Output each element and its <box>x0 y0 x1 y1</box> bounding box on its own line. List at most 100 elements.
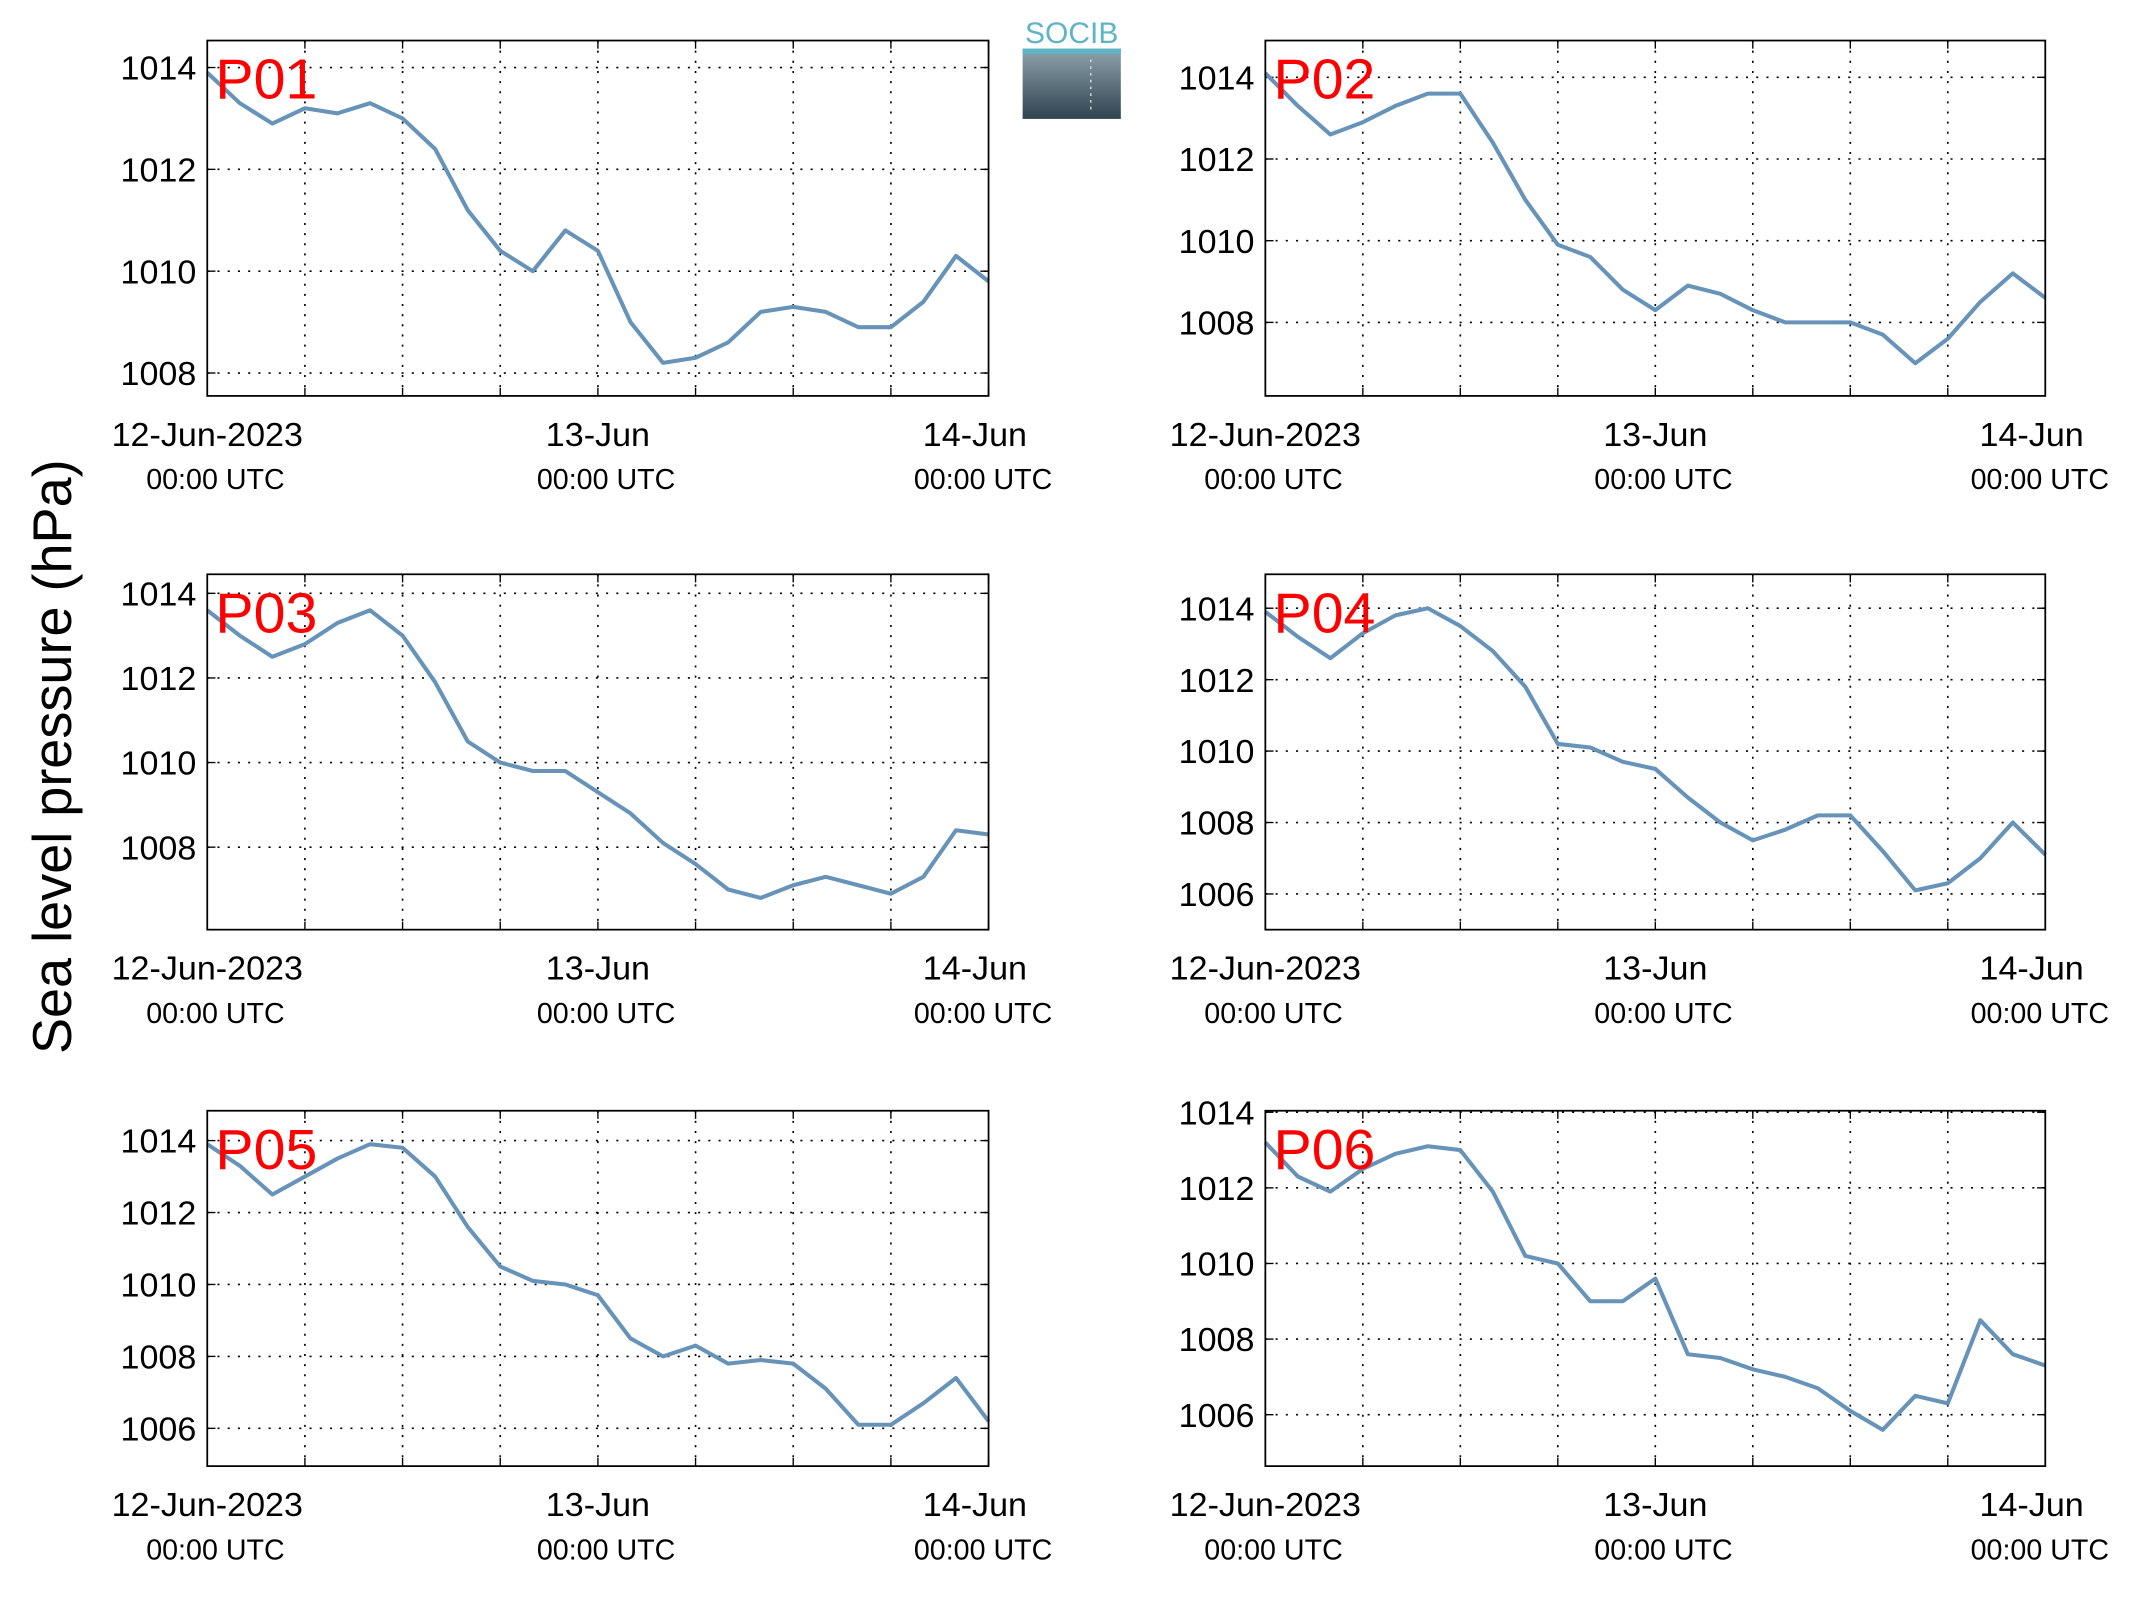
logo-band <box>1022 48 1121 55</box>
line <box>205 71 990 365</box>
x-tick-label: 13-Jun <box>546 416 650 454</box>
x-tick-sublabel: 00:00 UTC <box>1971 1534 2109 1566</box>
x-tick-label: 14-Jun <box>1980 1486 2084 1524</box>
plot-area <box>207 574 989 930</box>
x-tick-sublabel: 00:00 UTC <box>1204 998 1342 1030</box>
x-tick-sublabel: 00:00 UTC <box>1204 464 1342 496</box>
y-tick-label: 1014 <box>121 50 197 88</box>
x-tick-label: 13-Jun <box>546 1486 650 1524</box>
plot-frame <box>1264 39 2047 397</box>
y-tick-label: 1014 <box>1179 591 1255 629</box>
line <box>1263 1141 2046 1432</box>
x-tick-sublabel: 00:00 UTC <box>1594 464 1732 496</box>
y-tick-label: 1010 <box>1179 1246 1255 1284</box>
y-tick-label: 1012 <box>121 660 197 698</box>
x-tick-label: 12-Jun-2023 <box>112 950 303 988</box>
plot-area <box>207 40 989 396</box>
line <box>1264 606 2047 893</box>
plot-area <box>1265 1110 2046 1467</box>
y-tick-label: 1012 <box>1179 1170 1255 1208</box>
y-tick-label: 1008 <box>121 1339 197 1377</box>
x-tick-label: 14-Jun <box>923 950 1027 988</box>
plot-frame <box>1264 573 2047 931</box>
subplot: 1008 1010 1012 1014 12-Jun-2023 00:00 UTC 13-J… <box>1170 39 2109 496</box>
x-tick-sublabel: 00:00 UTC <box>1204 1534 1342 1566</box>
logo-text: SOCIB <box>1025 17 1118 50</box>
y-tick-label: 1014 <box>121 576 197 614</box>
x-tick-sublabel: 00:00 UTC <box>146 464 284 496</box>
plot-area <box>1265 574 2046 930</box>
subplot: 1006 1008 1010 1012 1014 12-Jun-2023 00:00 UTC… <box>1170 1095 2109 1567</box>
line <box>1263 71 2047 366</box>
x-tick-sublabel: 00:00 UTC <box>146 998 284 1030</box>
panel-label: P03 <box>215 582 317 646</box>
x-tick-label: 14-Jun <box>923 416 1027 454</box>
plot-area <box>207 1110 989 1467</box>
x-tick-label: 12-Jun-2023 <box>112 1486 303 1524</box>
x-tick-sublabel: 00:00 UTC <box>914 464 1052 496</box>
subplot: 1008 1010 1012 1014 12-Jun-2023 00:00 UTC 13-J… <box>112 39 1052 496</box>
y-tick-label: 1008 <box>1179 805 1255 843</box>
y-tick-label: 1010 <box>121 1267 197 1305</box>
x-tick-label: 13-Jun <box>1603 416 1707 454</box>
y-tick-label: 1006 <box>1179 876 1255 914</box>
subplot: 1006 1008 1010 1012 1014 12-Jun-2023 00:00 UTC… <box>1170 573 2109 1030</box>
y-tick-label: 1006 <box>121 1411 197 1449</box>
x-tick-label: 12-Jun-2023 <box>1170 950 1361 988</box>
panel-label: P04 <box>1274 582 1376 646</box>
plot-frame <box>206 1109 990 1467</box>
x-tick-sublabel: 00:00 UTC <box>1594 1534 1732 1566</box>
y-tick-label: 1014 <box>121 1123 197 1161</box>
x-tick-sublabel: 00:00 UTC <box>1594 998 1732 1030</box>
y-tick-label: 1012 <box>121 1195 197 1233</box>
y-tick-label: 1008 <box>121 829 197 867</box>
x-tick-sublabel: 00:00 UTC <box>537 998 675 1030</box>
line <box>206 1142 991 1427</box>
x-tick-sublabel: 00:00 UTC <box>1971 464 2109 496</box>
x-tick-sublabel: 00:00 UTC <box>537 1534 675 1566</box>
y-tick-label: 1014 <box>1179 60 1255 98</box>
x-tick-sublabel: 00:00 UTC <box>914 1534 1052 1566</box>
x-tick-sublabel: 00:00 UTC <box>537 464 675 496</box>
x-tick-label: 13-Jun <box>546 950 650 988</box>
subplot: 1008 1010 1012 1014 12-Jun-2023 00:00 UTC 13-J… <box>112 573 1052 1030</box>
x-tick-label: 12-Jun-2023 <box>112 416 303 454</box>
panel-label: P02 <box>1274 48 1376 112</box>
plot-area <box>1265 40 2046 396</box>
x-tick-label: 13-Jun <box>1603 950 1707 988</box>
y-tick-label: 1008 <box>1179 1321 1255 1359</box>
plot-frame <box>1264 1109 2047 1467</box>
y-tick-label: 1012 <box>121 152 197 190</box>
x-tick-label: 12-Jun-2023 <box>1170 416 1361 454</box>
y-tick-label: 1010 <box>1179 223 1255 261</box>
y-tick-label: 1010 <box>121 253 197 291</box>
y-tick-label: 1008 <box>1179 305 1255 343</box>
y-tick-label: 1008 <box>121 355 197 393</box>
y-tick-label: 1010 <box>1179 733 1255 771</box>
y-tick-label: 1012 <box>1179 662 1255 700</box>
plot-frame <box>206 39 990 397</box>
x-tick-label: 14-Jun <box>1980 950 2084 988</box>
y-tick-label: 1010 <box>121 745 197 783</box>
x-tick-label: 13-Jun <box>1603 1486 1707 1524</box>
logo-image <box>1022 48 1121 119</box>
x-tick-label: 12-Jun-2023 <box>1170 1486 1361 1524</box>
y-axis-label: Sea level pressure (hPa) <box>22 459 83 1054</box>
x-tick-sublabel: 00:00 UTC <box>914 998 1052 1030</box>
panel-label: P01 <box>215 48 317 112</box>
x-tick-label: 14-Jun <box>923 1486 1027 1524</box>
panel-label: P06 <box>1274 1118 1376 1182</box>
x-tick-sublabel: 00:00 UTC <box>146 1534 284 1566</box>
panel-label: P05 <box>215 1118 317 1182</box>
y-tick-label: 1012 <box>1179 141 1255 179</box>
subplot: 1006 1008 1010 1012 1014 12-Jun-2023 00:00 UTC… <box>112 1109 1052 1566</box>
logo: SOCIB <box>1022 17 1121 119</box>
y-tick-label: 1006 <box>1179 1397 1255 1435</box>
plot-frame <box>206 573 990 931</box>
line <box>205 608 989 900</box>
x-tick-sublabel: 00:00 UTC <box>1971 998 2109 1030</box>
x-tick-label: 14-Jun <box>1980 416 2084 454</box>
y-tick-label: 1014 <box>1179 1095 1255 1133</box>
